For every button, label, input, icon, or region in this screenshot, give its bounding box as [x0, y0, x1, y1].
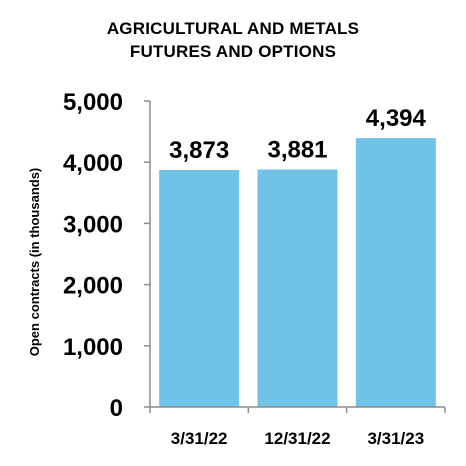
y-tick-label: 3,000: [63, 211, 123, 238]
bar: [257, 169, 338, 407]
x-tick-label: 3/31/22: [171, 429, 228, 448]
x-tick-label: 12/31/22: [264, 429, 330, 448]
bar: [355, 138, 436, 407]
y-tick-label: 0: [110, 395, 123, 422]
axis-layer: [144, 100, 446, 413]
y-axis-label: Open contracts (in thousands): [27, 168, 42, 357]
bar-value-label: 3,873: [169, 137, 229, 164]
bar-value-label: 4,394: [366, 105, 427, 132]
y-tick-label: 4,000: [63, 150, 123, 177]
y-tick-label: 1,000: [63, 334, 123, 361]
y-tick-label: 5,000: [63, 89, 123, 116]
bar-value-label: 3,881: [267, 136, 327, 163]
chart-title-line-2: FUTURES AND OPTIONS: [129, 42, 337, 61]
y-tick-label: 2,000: [63, 273, 123, 300]
x-tick-label: 3/31/23: [367, 429, 424, 448]
bar: [159, 169, 240, 407]
bars-layer: [159, 138, 436, 407]
labels-layer: 0 1,000 2,000 3,000 4,000 5,000 3,873 3/31/22 3,…: [63, 89, 427, 448]
chart-title-line-1: AGRICULTURAL AND METALS: [106, 19, 360, 38]
